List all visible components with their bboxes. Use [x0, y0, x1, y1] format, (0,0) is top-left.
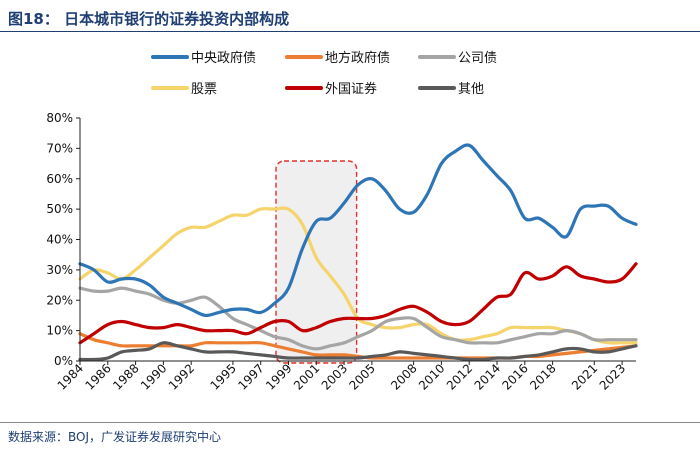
series-layer [78, 143, 638, 362]
x-tick-label: 1986 [82, 361, 113, 392]
x-tick-label: 2010 [416, 361, 447, 392]
x-tick-label: 2012 [444, 361, 475, 392]
y-tick-label: 30% [46, 263, 73, 277]
x-tick-label: 1990 [138, 361, 169, 392]
y-tick-label: 0% [54, 354, 73, 368]
y-tick-label: 70% [46, 141, 73, 155]
y-tick-label: 40% [46, 233, 73, 247]
x-tick-label: 2005 [347, 361, 378, 392]
x-tick-label: 2018 [527, 361, 558, 392]
x-tick-label: 2016 [499, 361, 530, 392]
highlight-region [275, 160, 358, 364]
x-tick-label: 2021 [569, 361, 600, 392]
x-tick-label: 2003 [319, 361, 350, 392]
legend-label: 公司债 [458, 51, 497, 66]
x-tick-label: 1999 [263, 361, 294, 392]
y-tick-label: 20% [46, 293, 73, 307]
title-rule [0, 31, 700, 32]
source-note: 数据来源：BOJ，广发证券发展研究中心 [8, 430, 222, 444]
x-tick-label: 2008 [388, 361, 419, 392]
y-tick-label: 50% [46, 202, 73, 216]
x-tick-label: 1992 [166, 361, 197, 392]
x-tick-label: 1997 [235, 361, 266, 392]
source-rule [0, 422, 700, 423]
series-line-1 [78, 143, 638, 318]
legend-label: 股票 [191, 82, 217, 97]
figure-title: 图18： 日本城市银行的证券投资内部构成 [8, 10, 290, 28]
x-tick-label: 1988 [110, 361, 141, 392]
y-tick-label: 10% [46, 324, 73, 338]
x-tick-label: 2001 [291, 361, 322, 392]
legend-label: 其他 [458, 82, 484, 97]
highlight-region-layer [275, 160, 358, 364]
x-tick-label: 2014 [472, 361, 503, 392]
x-tick-label: 2023 [597, 361, 628, 392]
series-line-5 [78, 262, 638, 345]
legend-label: 中央政府债 [191, 51, 256, 66]
series-line-6 [78, 341, 638, 362]
x-tick-label: 1995 [208, 361, 239, 392]
y-tick-label: 80% [46, 111, 73, 125]
y-tick-label: 60% [46, 172, 73, 186]
legend-label: 地方政府债 [325, 50, 390, 66]
legend-label: 外国证券 [325, 81, 377, 97]
